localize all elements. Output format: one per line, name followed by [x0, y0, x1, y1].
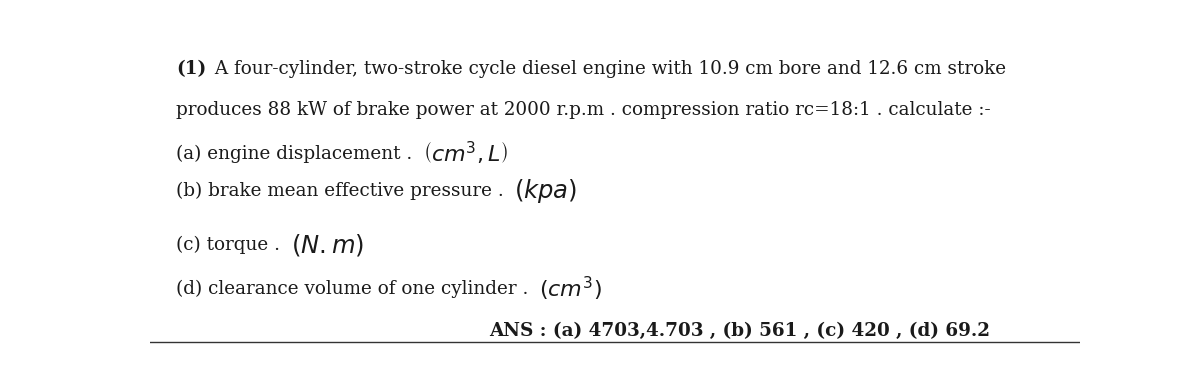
- Text: (d) clearance volume of one cylinder .: (d) clearance volume of one cylinder .: [176, 279, 534, 298]
- Text: (b) brake mean effective pressure .: (b) brake mean effective pressure .: [176, 182, 510, 200]
- Text: A four-cylinder, two-stroke cycle diesel engine with 10.9 cm bore and 12.6 cm st: A four-cylinder, two-stroke cycle diesel…: [209, 60, 1007, 78]
- Text: $\left(kpa\right)$: $\left(kpa\right)$: [515, 177, 577, 205]
- Text: $\left(cm^3, L\right)$: $\left(cm^3, L\right)$: [422, 140, 508, 167]
- Text: (c) torque .: (c) torque .: [176, 236, 286, 254]
- Text: (1): (1): [176, 60, 206, 78]
- Text: (a) engine displacement .: (a) engine displacement .: [176, 144, 418, 163]
- Text: $\left(cm^3\right)$: $\left(cm^3\right)$: [539, 275, 601, 303]
- Text: $\left(N.m\right)$: $\left(N.m\right)$: [290, 232, 364, 258]
- Text: ANS : (a) 4703,4.703 , (b) 561 , (c) 420 , (d) 69.2: ANS : (a) 4703,4.703 , (b) 561 , (c) 420…: [490, 322, 990, 340]
- Text: produces 88 kW of brake power at 2000 r.p.m . compression ratio rc=18:1 . calcul: produces 88 kW of brake power at 2000 r.…: [176, 101, 991, 119]
